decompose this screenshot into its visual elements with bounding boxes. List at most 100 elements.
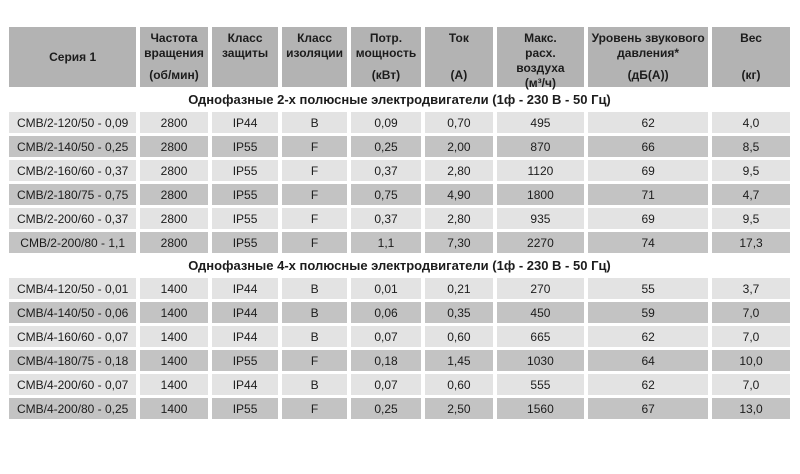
cell-insulation-class: F xyxy=(282,398,347,419)
cell-protection-class: IP55 xyxy=(211,398,279,419)
cell-sound-level: 74 xyxy=(588,232,709,253)
col-header-insulation-class-label: Класс изоляции xyxy=(286,31,344,60)
cell-weight: 9,5 xyxy=(712,208,790,229)
table-row: CMB/2-200/80 - 1,1 2800 IP55 F 1,1 7,30 … xyxy=(9,232,790,253)
cell-insulation-class: F xyxy=(282,232,347,253)
cell-airflow: 665 xyxy=(496,326,585,347)
col-header-power-unit: (кВт) xyxy=(371,68,401,82)
col-header-speed-unit: (об/мин) xyxy=(149,68,199,82)
cell-airflow: 935 xyxy=(496,208,585,229)
col-header-airflow: Макс. расх. воздуха (м³/ч) xyxy=(496,27,585,90)
table-body: Однофазные 2-х полюсные электродвигатели… xyxy=(9,90,790,419)
cell-sound-level: 62 xyxy=(588,326,709,347)
cell-current: 0,21 xyxy=(425,278,493,299)
cell-series: CMB/4-140/50 - 0,06 xyxy=(9,302,137,323)
col-header-protection-class-label: Класс защиты xyxy=(222,31,269,60)
cell-weight: 8,5 xyxy=(712,136,790,157)
cell-series: CMB/2-200/60 - 0,37 xyxy=(9,208,137,229)
cell-power: 0,75 xyxy=(350,184,422,205)
cell-power: 0,25 xyxy=(350,398,422,419)
cell-current: 2,80 xyxy=(425,160,493,181)
cell-protection-class: IP44 xyxy=(211,278,279,299)
col-header-sound-level-unit: (дБ(А)) xyxy=(627,68,669,82)
col-header-sound-level-label: Уровень звукового давления* xyxy=(591,31,705,60)
cell-speed: 1400 xyxy=(140,374,208,395)
cell-speed: 2800 xyxy=(140,136,208,157)
cell-series: CMB/4-160/60 - 0,07 xyxy=(9,326,137,347)
col-header-airflow-label: Макс. расх. воздуха xyxy=(516,31,565,75)
cell-weight: 9,5 xyxy=(712,160,790,181)
table-row: CMB/4-200/60 - 0,07 1400 IP44 B 0,07 0,6… xyxy=(9,374,790,395)
cell-power: 0,07 xyxy=(350,326,422,347)
cell-insulation-class: F xyxy=(282,136,347,157)
col-header-speed-label: Частота вращения xyxy=(144,31,204,60)
table-row: CMB/4-200/80 - 0,25 1400 IP55 F 0,25 2,5… xyxy=(9,398,790,419)
cell-weight: 7,0 xyxy=(712,374,790,395)
cell-power: 0,07 xyxy=(350,374,422,395)
cell-airflow: 1800 xyxy=(496,184,585,205)
cell-speed: 2800 xyxy=(140,112,208,133)
cell-speed: 1400 xyxy=(140,350,208,371)
col-header-weight-unit: (кг) xyxy=(741,68,761,82)
cell-airflow: 450 xyxy=(496,302,585,323)
col-header-weight-label: Вес xyxy=(740,31,762,45)
cell-weight: 7,0 xyxy=(712,302,790,323)
cell-sound-level: 55 xyxy=(588,278,709,299)
col-header-current: Ток (А) xyxy=(425,27,493,87)
cell-speed: 2800 xyxy=(140,184,208,205)
cell-series: CMB/2-120/50 - 0,09 xyxy=(9,112,137,133)
cell-protection-class: IP55 xyxy=(211,232,279,253)
cell-power: 0,01 xyxy=(350,278,422,299)
col-header-weight: Вес (кг) xyxy=(712,27,790,87)
cell-current: 0,60 xyxy=(425,326,493,347)
cell-sound-level: 71 xyxy=(588,184,709,205)
col-header-power: Потр. мощность (кВт) xyxy=(350,27,422,87)
cell-speed: 1400 xyxy=(140,398,208,419)
cell-insulation-class: F xyxy=(282,350,347,371)
col-header-insulation-class: Класс изоляции xyxy=(282,27,347,87)
cell-series: CMB/2-200/80 - 1,1 xyxy=(9,232,137,253)
cell-airflow: 270 xyxy=(496,278,585,299)
cell-airflow: 555 xyxy=(496,374,585,395)
cell-series: CMB/2-140/50 - 0,25 xyxy=(9,136,137,157)
cell-sound-level: 67 xyxy=(588,398,709,419)
motor-spec-table-wrap: Серия 1 Частота вращения (об/мин) Класс … xyxy=(5,24,800,422)
cell-insulation-class: B xyxy=(282,112,347,133)
cell-protection-class: IP55 xyxy=(211,208,279,229)
cell-series: CMB/4-120/50 - 0,01 xyxy=(9,278,137,299)
cell-current: 2,00 xyxy=(425,136,493,157)
table-row: CMB/4-140/50 - 0,06 1400 IP44 B 0,06 0,3… xyxy=(9,302,790,323)
table-row: CMB/4-120/50 - 0,01 1400 IP44 B 0,01 0,2… xyxy=(9,278,790,299)
cell-insulation-class: F xyxy=(282,208,347,229)
cell-protection-class: IP44 xyxy=(211,326,279,347)
cell-insulation-class: F xyxy=(282,184,347,205)
cell-sound-level: 62 xyxy=(588,374,709,395)
col-header-protection-class: Класс защиты xyxy=(211,27,279,87)
cell-current: 0,60 xyxy=(425,374,493,395)
cell-protection-class: IP44 xyxy=(211,374,279,395)
col-header-airflow-unit: (м³/ч) xyxy=(524,76,556,90)
col-header-power-label: Потр. мощность xyxy=(355,31,417,60)
cell-protection-class: IP55 xyxy=(211,136,279,157)
cell-speed: 2800 xyxy=(140,208,208,229)
cell-speed: 1400 xyxy=(140,302,208,323)
cell-series: CMB/2-160/60 - 0,37 xyxy=(9,160,137,181)
motor-spec-table: Серия 1 Частота вращения (об/мин) Класс … xyxy=(5,24,794,422)
cell-sound-level: 59 xyxy=(588,302,709,323)
cell-sound-level: 66 xyxy=(588,136,709,157)
section-title-row: Однофазные 4-х полюсные электродвигатели… xyxy=(9,256,790,275)
col-header-sound-level: Уровень звукового давления* (дБ(А)) xyxy=(588,27,709,87)
cell-power: 0,37 xyxy=(350,208,422,229)
col-header-current-unit: (А) xyxy=(450,68,468,82)
cell-series: CMB/4-180/75 - 0,18 xyxy=(9,350,137,371)
cell-weight: 10,0 xyxy=(712,350,790,371)
cell-insulation-class: B xyxy=(282,278,347,299)
cell-weight: 4,0 xyxy=(712,112,790,133)
section-title: Однофазные 4-х полюсные электродвигатели… xyxy=(9,256,790,275)
cell-insulation-class: F xyxy=(282,160,347,181)
table-row: CMB/2-180/75 - 0,75 2800 IP55 F 0,75 4,9… xyxy=(9,184,790,205)
cell-weight: 7,0 xyxy=(712,326,790,347)
header-row: Серия 1 Частота вращения (об/мин) Класс … xyxy=(9,27,790,90)
cell-insulation-class: B xyxy=(282,326,347,347)
table-row: CMB/4-180/75 - 0,18 1400 IP55 F 0,18 1,4… xyxy=(9,350,790,371)
